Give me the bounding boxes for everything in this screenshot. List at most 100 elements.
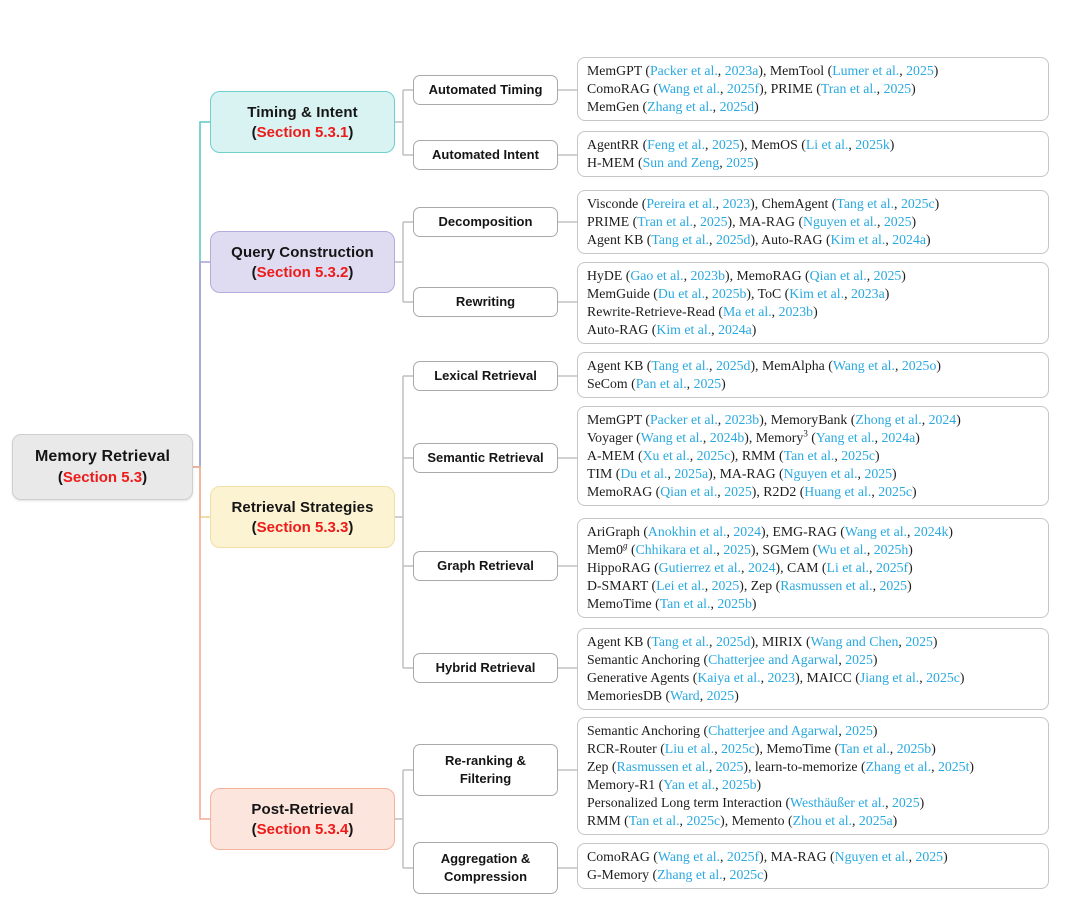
citation-link[interactable]: 2023 bbox=[767, 670, 796, 685]
citation-link[interactable]: Wang et al. bbox=[657, 849, 721, 864]
citation-link[interactable]: Wang et al. bbox=[640, 430, 703, 445]
citation-link[interactable]: Ma et al. bbox=[723, 304, 772, 319]
citation-link[interactable]: 2025 bbox=[726, 155, 754, 170]
citation-link[interactable]: 2025 bbox=[693, 376, 722, 391]
citation-link[interactable]: Packer et al. bbox=[649, 63, 718, 78]
citation-link[interactable]: 2024 bbox=[733, 524, 761, 539]
citation-link[interactable]: Lei et al. bbox=[656, 578, 705, 593]
citation-link[interactable]: Gutierrez et al. bbox=[658, 560, 742, 575]
citation-link[interactable]: Rasmussen et al. bbox=[780, 578, 873, 593]
citation-link[interactable]: Tan et al. bbox=[839, 741, 890, 756]
citation-link[interactable]: Du et al. bbox=[657, 286, 706, 301]
citation-link[interactable]: 2025b bbox=[711, 286, 747, 301]
citation-link[interactable]: Wang et al. bbox=[657, 81, 721, 96]
citation-link[interactable]: Qian et al. bbox=[809, 268, 867, 283]
citation-link[interactable]: Pereira et al. bbox=[646, 196, 716, 211]
citation-link[interactable]: Chhikara et al. bbox=[635, 542, 717, 557]
citation-link[interactable]: Chatterjee and Agarwal bbox=[708, 723, 839, 738]
citation-link[interactable]: Tan et al. bbox=[659, 596, 711, 611]
citation-link[interactable]: 2025d bbox=[715, 232, 751, 247]
citation-link[interactable]: Wu et al. bbox=[817, 542, 867, 557]
citation-link[interactable]: 2025b bbox=[717, 596, 752, 611]
citation-link[interactable]: Nguyen et al. bbox=[834, 849, 909, 864]
citation-link[interactable]: 2025d bbox=[719, 99, 755, 114]
citation-link[interactable]: Tran et al. bbox=[820, 81, 877, 96]
citation-link[interactable]: 2024a bbox=[718, 322, 752, 337]
citation-link[interactable]: Tan et al. bbox=[628, 813, 680, 828]
citation-link[interactable]: Anokhin et al. bbox=[647, 524, 727, 539]
citation-link[interactable]: Feng et al. bbox=[647, 137, 706, 152]
citation-link[interactable]: 2025 bbox=[845, 723, 873, 738]
citation-link[interactable]: 2025 bbox=[879, 578, 908, 593]
citation-link[interactable]: Yan et al. bbox=[663, 777, 716, 792]
citation-link[interactable]: 2025c bbox=[696, 448, 731, 463]
citation-link[interactable]: Sun and Zeng bbox=[642, 155, 720, 170]
citation-link[interactable]: Tang et al. bbox=[651, 358, 710, 373]
citation-link[interactable]: 2025 bbox=[845, 652, 873, 667]
citation-link[interactable]: Lumer et al. bbox=[832, 63, 900, 78]
citation-link[interactable]: 2024b bbox=[709, 430, 745, 445]
citation-link[interactable]: 2025 bbox=[905, 634, 933, 649]
citation-link[interactable]: Xu et al. bbox=[642, 448, 690, 463]
citation-link[interactable]: 2025k bbox=[855, 137, 890, 152]
citation-link[interactable]: 2025 bbox=[873, 268, 902, 283]
citation-link[interactable]: Zhang et al. bbox=[647, 99, 713, 114]
citation-link[interactable]: 2024a bbox=[881, 430, 916, 445]
citation-link[interactable]: 2025 bbox=[892, 795, 920, 810]
citation-link[interactable]: 2025 bbox=[699, 214, 728, 229]
citation-link[interactable]: 2025 bbox=[906, 63, 934, 78]
citation-link[interactable]: Zhou et al. bbox=[792, 813, 852, 828]
citation-link[interactable]: Rasmussen et al. bbox=[616, 759, 709, 774]
citation-link[interactable]: 2025 bbox=[724, 484, 752, 499]
citation-link[interactable]: 2024a bbox=[892, 232, 926, 247]
citation-link[interactable]: Tan et al. bbox=[783, 448, 835, 463]
citation-link[interactable]: Zhang et al. bbox=[657, 867, 723, 882]
citation-link[interactable]: Wang and Chen bbox=[810, 634, 899, 649]
citation-link[interactable]: 2023b bbox=[724, 412, 760, 427]
citation-link[interactable]: Zhong et al. bbox=[855, 412, 922, 427]
citation-link[interactable]: Li et al. bbox=[805, 137, 849, 152]
citation-link[interactable]: 2025d bbox=[715, 358, 751, 373]
citation-link[interactable]: Ward bbox=[670, 688, 700, 703]
citation-link[interactable]: 2025a bbox=[674, 466, 709, 481]
citation-link[interactable]: 2023b bbox=[690, 268, 725, 283]
citation-link[interactable]: Tang et al. bbox=[836, 196, 895, 211]
citation-link[interactable]: 2025a bbox=[858, 813, 893, 828]
citation-link[interactable]: Kaiya et al. bbox=[697, 670, 761, 685]
citation-link[interactable]: Nguyen et al. bbox=[803, 214, 877, 229]
citation-link[interactable]: 2025 bbox=[883, 214, 912, 229]
citation-link[interactable]: 2025f bbox=[726, 849, 760, 864]
citation-link[interactable]: 2025 bbox=[711, 578, 740, 593]
citation-link[interactable]: 2025d bbox=[715, 634, 751, 649]
citation-link[interactable]: Nguyen et al. bbox=[783, 466, 858, 481]
citation-link[interactable]: 2023b bbox=[778, 304, 814, 319]
citation-link[interactable]: 2025c bbox=[729, 867, 764, 882]
citation-link[interactable]: Zhang et al. bbox=[865, 759, 932, 774]
citation-link[interactable]: 2025c bbox=[721, 741, 755, 756]
citation-link[interactable]: 2025c bbox=[926, 670, 960, 685]
citation-link[interactable]: Pan et al. bbox=[635, 376, 687, 391]
citation-link[interactable]: 2025c bbox=[841, 448, 875, 463]
citation-link[interactable]: 2023 bbox=[722, 196, 751, 211]
citation-link[interactable]: Kim et al. bbox=[656, 322, 712, 337]
citation-link[interactable]: 2025o bbox=[901, 358, 937, 373]
citation-link[interactable]: 2025 bbox=[915, 849, 944, 864]
citation-link[interactable]: Wang et al. bbox=[844, 524, 908, 539]
citation-link[interactable]: 2025 bbox=[711, 137, 740, 152]
citation-link[interactable]: Huang et al. bbox=[804, 484, 872, 499]
citation-link[interactable]: 2025b bbox=[896, 741, 932, 756]
citation-link[interactable]: Packer et al. bbox=[649, 412, 718, 427]
citation-link[interactable]: 2025 bbox=[864, 466, 893, 481]
citation-link[interactable]: Gao et al. bbox=[630, 268, 684, 283]
citation-link[interactable]: Qian et al. bbox=[660, 484, 718, 499]
citation-link[interactable]: 2023a bbox=[724, 63, 759, 78]
citation-link[interactable]: 2025c bbox=[878, 484, 912, 499]
citation-link[interactable]: 2024 bbox=[928, 412, 957, 427]
citation-link[interactable]: Kim et al. bbox=[830, 232, 886, 247]
citation-link[interactable]: Chatterjee and Agarwal bbox=[708, 652, 839, 667]
citation-link[interactable]: Yang et al. bbox=[815, 430, 875, 445]
citation-link[interactable]: 2025 bbox=[706, 688, 735, 703]
citation-link[interactable]: 2025c bbox=[686, 813, 721, 828]
citation-link[interactable]: 2025f bbox=[875, 560, 909, 575]
citation-link[interactable]: Tang et al. bbox=[651, 232, 710, 247]
